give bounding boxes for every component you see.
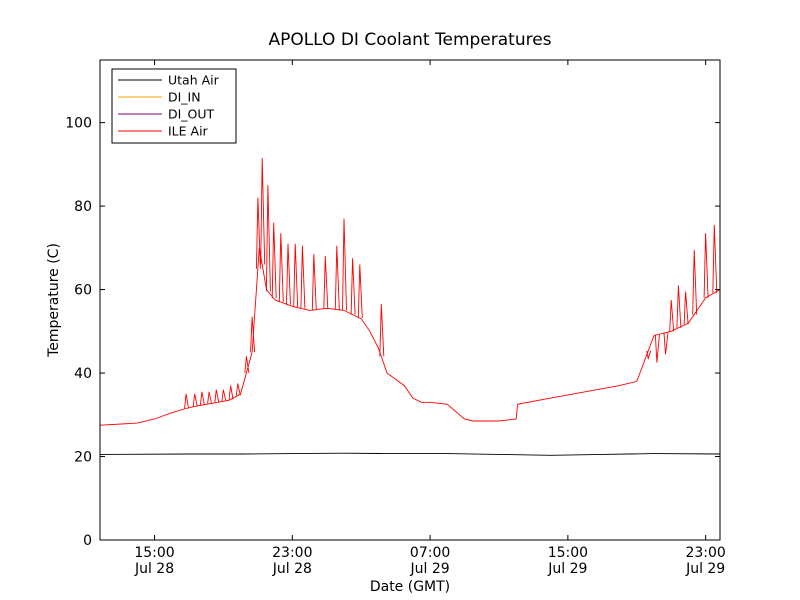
series-spike-ile-air <box>663 332 669 355</box>
x-tick-label-date: Jul 28 <box>272 561 312 577</box>
series-spike-ile-air <box>334 245 340 310</box>
x-tick-label-time: 15:00 <box>134 545 174 561</box>
series-spike-ile-air <box>184 393 190 409</box>
plot-series <box>99 158 721 456</box>
x-tick-label-date: Jul 28 <box>134 561 174 577</box>
series-spike-ile-air <box>278 233 284 303</box>
legend-label-ile-air: ILE Air <box>168 124 209 139</box>
x-tick-label-time: 23:00 <box>685 545 725 561</box>
series-spike-ile-air <box>214 389 220 403</box>
y-tick-label: 100 <box>65 116 92 132</box>
y-tick-label: 80 <box>74 199 92 215</box>
series-spike-ile-air <box>228 385 234 400</box>
y-tick-label: 0 <box>83 533 92 549</box>
series-spike-ile-air <box>646 350 652 361</box>
series-spike-ile-air <box>350 258 356 315</box>
series-spike-ile-air <box>379 304 385 357</box>
series-spike-ile-air <box>676 285 682 328</box>
legend-entry-ile-air: ILE Air <box>118 124 209 139</box>
series-spike-ile-air <box>703 233 709 298</box>
x-tick-label-date: Jul 29 <box>410 561 450 577</box>
series-spike-ile-air <box>221 389 227 402</box>
legend-label-utah-air: Utah Air <box>168 73 220 88</box>
series-spike-ile-air <box>323 256 329 309</box>
series-spike-ile-air <box>265 185 271 292</box>
series-spike-ile-air <box>207 391 213 404</box>
series-spike-ile-air <box>342 218 347 311</box>
x-tick-label-time: 15:00 <box>548 545 588 561</box>
series-spike-ile-air <box>669 299 675 332</box>
series-spike-ile-air <box>692 249 698 315</box>
series-spike-ile-air <box>271 222 277 299</box>
legend-entry-utah-air: Utah Air <box>118 73 220 88</box>
legend-entry-di-out: DI_OUT <box>118 107 215 122</box>
legend-entry-di-in: DI_IN <box>118 90 201 105</box>
y-tick-label: 20 <box>74 450 92 466</box>
series-spike-ile-air <box>286 243 291 305</box>
series-line-utah-air <box>99 452 721 456</box>
series-spike-ile-air <box>300 245 306 309</box>
series-spike-ile-air <box>311 254 317 310</box>
x-tick-label-date: Jul 29 <box>685 561 725 577</box>
series-spike-ile-air <box>250 316 256 353</box>
legend-label-di-out: DI_OUT <box>168 107 215 122</box>
x-tick-label-date: Jul 29 <box>547 561 587 577</box>
y-tick-label: 40 <box>74 366 92 382</box>
y-tick-label: 60 <box>74 283 92 299</box>
series-spike-ile-air <box>235 383 241 396</box>
series-spike-ile-air <box>255 197 261 269</box>
series-spike-ile-air <box>712 224 718 293</box>
series-line-ile-air <box>99 247 721 426</box>
series-spike-ile-air <box>199 391 205 406</box>
chart-title: APOLLO DI Coolant Temperatures <box>268 30 551 50</box>
series-spike-ile-air <box>260 158 266 265</box>
series-spike-ile-air <box>293 243 299 308</box>
legend: Utah Air DI_IN DI_OUT ILE Air <box>111 68 237 144</box>
series-spike-ile-air <box>357 264 363 319</box>
y-axis: 0 20 40 60 80 100 <box>65 116 720 549</box>
x-tick-label-time: 07:00 <box>410 545 450 561</box>
series-spike-ile-air <box>683 291 689 325</box>
x-axis-label: Date (GMT) <box>370 579 450 595</box>
y-axis-label: Temperature (C) <box>46 243 62 358</box>
plot-frame <box>99 59 721 541</box>
series-spike-ile-air <box>654 334 660 363</box>
series-spike-ile-air <box>192 393 198 407</box>
legend-label-di-in: DI_IN <box>168 90 201 105</box>
x-tick-label-time: 23:00 <box>272 545 312 561</box>
series-spike-ile-air <box>244 356 250 374</box>
